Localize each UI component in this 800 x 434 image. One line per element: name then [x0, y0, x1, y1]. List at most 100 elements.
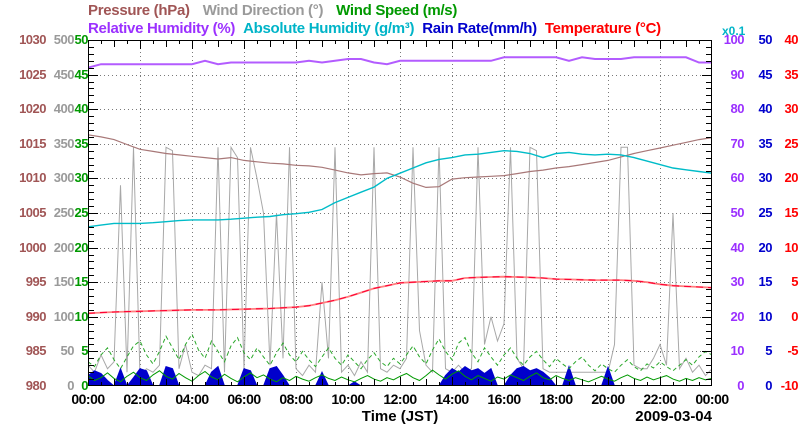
ytick-rain-rate-50: 50: [758, 32, 773, 47]
ytick-wind-speed-0: 0: [81, 378, 88, 393]
ytick-pressure-980: 980: [25, 378, 47, 393]
series-wind_speed_max: [88, 333, 712, 373]
series-pressure: [88, 134, 712, 189]
xtick-2-04:00: 04:00: [175, 391, 209, 407]
series-temperature: [88, 275, 712, 315]
xtick-9-18:00: 18:00: [539, 391, 573, 407]
ytick-wind-direction-350: 350: [53, 135, 75, 151]
ytick-wind-speed-35: 35: [74, 135, 89, 151]
ytick-relative-humidity-20: 20: [730, 308, 745, 324]
ytick-temperature-40: 40: [784, 32, 799, 47]
ytick-wind-direction-300: 300: [53, 170, 75, 186]
series-temperature-overlay: [88, 276, 712, 314]
ytick-pressure-985: 985: [25, 343, 47, 359]
ytick-wind-speed-25: 25: [74, 205, 89, 220]
xtick-0-00:00: 00:00: [71, 391, 105, 407]
ytick-wind-direction-50: 50: [60, 343, 75, 359]
ytick-wind-speed-15: 15: [74, 274, 89, 290]
ytick-pressure-995: 995: [25, 274, 47, 290]
series-wind_direction: [88, 145, 712, 377]
ytick-wind-direction-0: 0: [67, 378, 74, 393]
ytick-pressure-1000: 1000: [19, 239, 46, 255]
ytick-rain-rate-30: 30: [758, 170, 773, 186]
ytick-relative-humidity-40: 40: [730, 239, 745, 255]
legend-wind-speed: Wind Speed (m/s): [336, 2, 458, 19]
ytick-wind-speed-5: 5: [81, 343, 88, 359]
ytick-relative-humidity-0: 0: [737, 378, 744, 393]
ytick-pressure-1005: 1005: [19, 205, 46, 220]
ytick-temperature--10: -10: [780, 378, 799, 393]
ytick-wind-speed-45: 45: [74, 66, 89, 82]
ytick-relative-humidity-70: 70: [730, 135, 745, 151]
ytick-wind-direction-150: 150: [53, 274, 75, 290]
ytick-rain-rate-20: 20: [758, 239, 773, 255]
ytick-temperature-5: 5: [791, 274, 798, 290]
ytick-temperature-20: 20: [784, 170, 799, 186]
ytick-wind-speed-30: 30: [74, 170, 89, 186]
ytick-rain-rate-25: 25: [758, 205, 773, 220]
ytick-rain-rate-45: 45: [758, 66, 773, 82]
xtick-10-20:00: 20:00: [591, 391, 625, 407]
legend-wind-direction: Wind Direction (°): [202, 2, 324, 19]
legend-row-2: Relative Humidity (%) Absolute Humidity …: [88, 20, 661, 37]
ytick-rain-rate-10: 10: [758, 308, 773, 324]
ytick-wind-direction-500: 500: [53, 32, 75, 47]
ytick-rain-rate-40: 40: [758, 101, 773, 117]
ytick-pressure-1030: 1030: [19, 32, 46, 47]
legend-pressure: Pressure (hPa): [88, 2, 190, 19]
ytick-temperature-15: 15: [784, 205, 799, 220]
plot-border: [88, 40, 712, 386]
ytick-relative-humidity-80: 80: [730, 101, 745, 117]
series-relative_humidity: [88, 56, 712, 69]
ytick-rain-rate-15: 15: [758, 274, 773, 290]
ytick-relative-humidity-10: 10: [730, 343, 745, 359]
ytick-wind-direction-400: 400: [53, 101, 75, 117]
xtick-8-16:00: 16:00: [487, 391, 521, 407]
legend-temperature: Temperature (°C): [544, 20, 661, 37]
ytick-wind-speed-10: 10: [74, 308, 89, 324]
series-absolute_humidity: [88, 149, 712, 228]
ytick-wind-speed-20: 20: [74, 239, 89, 255]
ytick-wind-direction-450: 450: [53, 66, 75, 82]
ytick-wind-direction-200: 200: [53, 239, 75, 255]
legend-relative-humidity: Relative Humidity (%): [88, 20, 236, 37]
ytick-temperature--5: -5: [787, 343, 798, 359]
xtick-7-14:00: 14:00: [435, 391, 469, 407]
xtick-12-00:00: 00:00: [695, 391, 729, 407]
ytick-rain-rate-5: 5: [765, 343, 772, 359]
ytick-wind-speed-40: 40: [74, 101, 89, 117]
plot-area: [88, 40, 712, 386]
ytick-temperature-10: 10: [784, 239, 799, 255]
legend-row-1: Pressure (hPa) Wind Direction (°) Wind S…: [88, 2, 457, 19]
date-label: 2009-03-04: [635, 408, 712, 425]
ytick-wind-direction-250: 250: [53, 205, 75, 220]
ytick-pressure-1025: 1025: [19, 66, 46, 82]
xtick-11-22:00: 22:00: [643, 391, 677, 407]
ytick-temperature-0: 0: [791, 308, 798, 324]
xtick-1-02:00: 02:00: [123, 391, 157, 407]
xtick-3-06:00: 06:00: [227, 391, 261, 407]
xtick-6-12:00: 12:00: [383, 391, 417, 407]
ytick-relative-humidity-90: 90: [730, 66, 745, 82]
ytick-relative-humidity-60: 60: [730, 170, 745, 186]
ytick-relative-humidity-50: 50: [730, 205, 745, 220]
ytick-wind-direction-100: 100: [53, 308, 75, 324]
ytick-wind-speed-50: 50: [74, 32, 89, 47]
ytick-rain-rate-0: 0: [765, 378, 772, 393]
scale-note-x0.1: x0.1: [722, 24, 746, 38]
ytick-temperature-35: 35: [784, 66, 799, 82]
ytick-temperature-30: 30: [784, 101, 799, 117]
ytick-relative-humidity-30: 30: [730, 274, 745, 290]
ytick-relative-humidity-100: 100: [723, 32, 745, 47]
ytick-pressure-990: 990: [25, 308, 47, 324]
ytick-pressure-1020: 1020: [19, 101, 46, 117]
ytick-pressure-1015: 1015: [19, 135, 46, 151]
ytick-rain-rate-35: 35: [758, 135, 773, 151]
ytick-pressure-1010: 1010: [19, 170, 46, 186]
legend-absolute-humidity: Absolute Humidity (g/m³): [243, 20, 415, 37]
xtick-4-08:00: 08:00: [279, 391, 313, 407]
x-axis-title: Time (JST): [361, 408, 439, 425]
ytick-temperature-25: 25: [784, 135, 799, 151]
xtick-5-10:00: 10:00: [331, 391, 365, 407]
legend-rain-rate: Rain Rate(mm/h): [422, 20, 537, 37]
